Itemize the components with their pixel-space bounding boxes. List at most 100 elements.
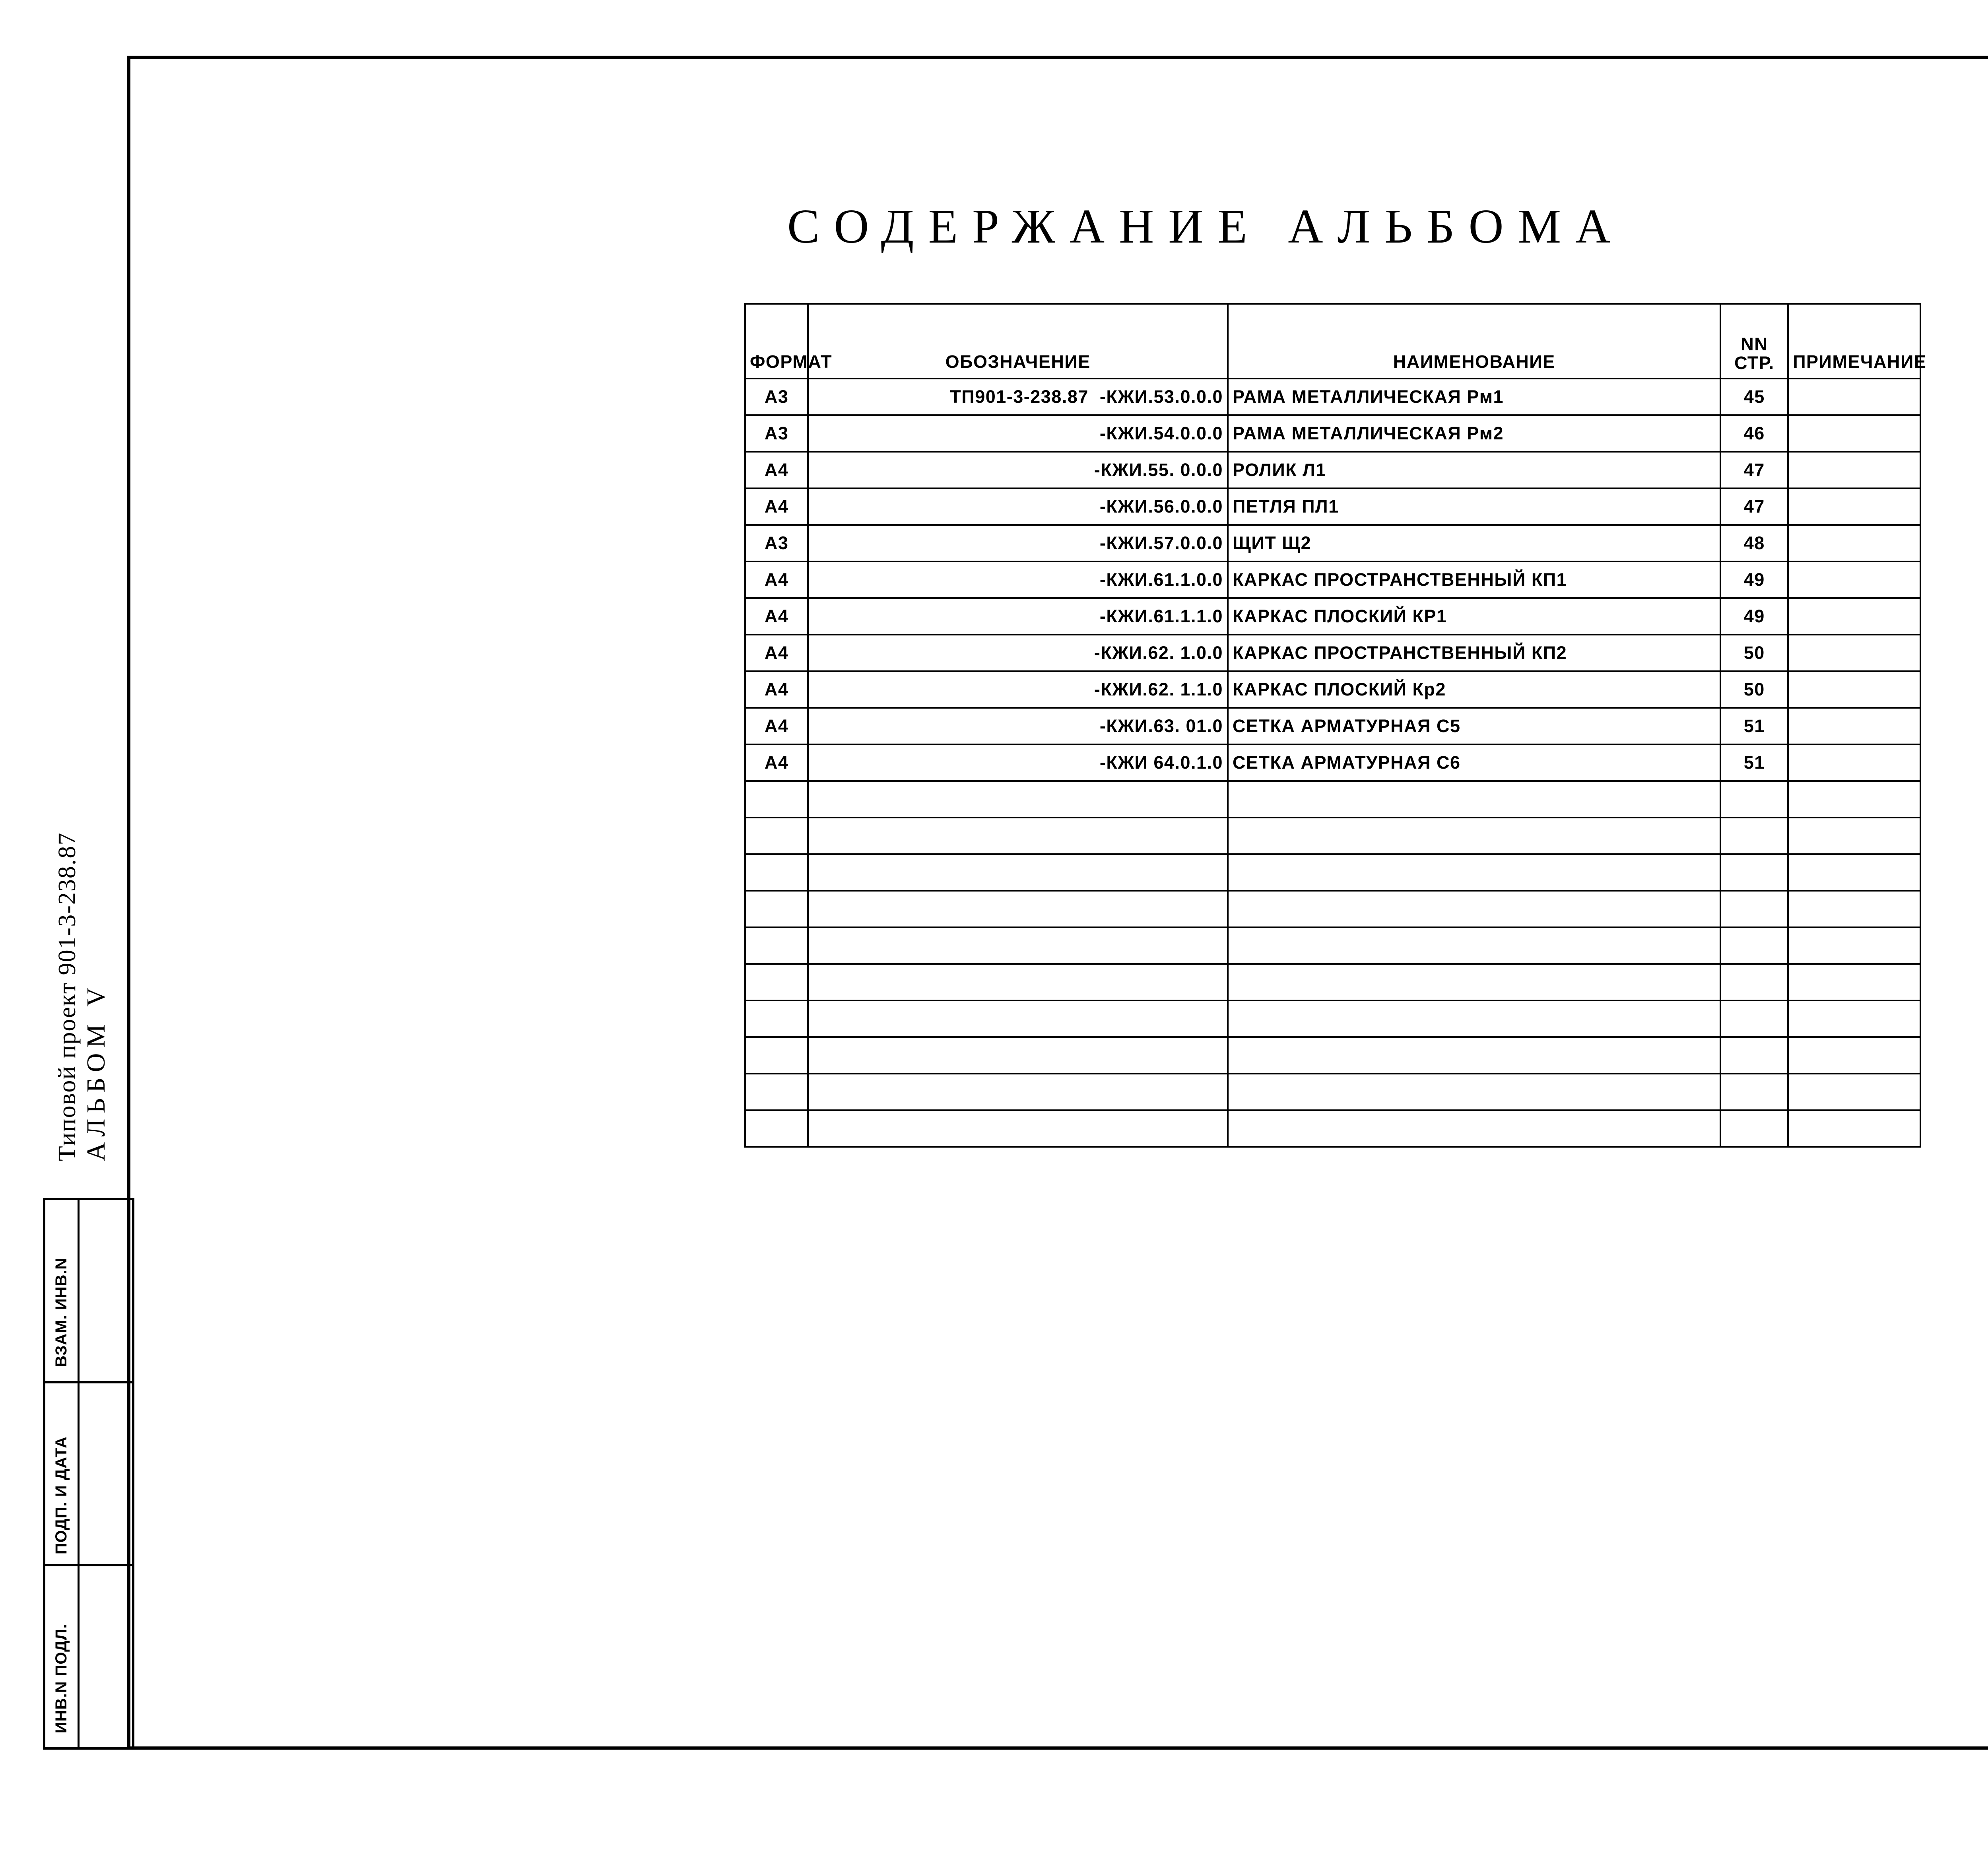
cell-name: КАРКАС ПЛОСКИЙ КР1 [1227,597,1722,635]
side-label-strip: АЛЬБОМ V Типовой проект 901-3-238.87 [43,398,122,1193]
cell-notes [1787,597,1921,635]
cell-designation: -КЖИ.63. 01.0 [807,707,1229,745]
cell-notes [1787,707,1921,745]
designation-code: -КЖИ.55. 0.0.0 [1094,460,1223,480]
cell-name: РАМА МЕТАЛЛИЧЕСКАЯ Рм1 [1227,378,1722,416]
table-header-row: ФОРМАТ ОБОЗНАЧЕНИЕ НАИМЕНОВАНИЕ NN СТР. … [744,303,1926,379]
cell-name: ПЕТЛЯ ПЛ1 [1227,488,1722,526]
cell-name [1227,853,1722,892]
column-header-name: НАИМЕНОВАНИЕ [1227,303,1722,379]
cell-notes [1787,1073,1921,1111]
album-contents-table: ФОРМАТ ОБОЗНАЧЕНИЕ НАИМЕНОВАНИЕ NN СТР. … [744,303,1926,1148]
cell-notes [1787,451,1921,489]
cell-format [744,853,809,892]
cell-format [744,963,809,1001]
cell-pages [1720,927,1789,965]
cell-notes [1787,414,1921,453]
cell-format [744,890,809,928]
cell-pages [1720,1109,1789,1148]
column-header-pages-line1: NN [1741,334,1768,354]
cell-format [744,1000,809,1038]
cell-format: А4 [744,707,809,745]
cell-name: ЩИТ Щ2 [1227,524,1722,562]
cell-format: А4 [744,744,809,782]
page-title: СОДЕРЖАНИЕ АЛЬБОМА [787,200,1625,253]
cell-name [1227,1073,1722,1111]
designation-code: -КЖИ.61.1.0.0 [1099,569,1223,590]
cell-name [1227,817,1722,855]
cell-format [744,1109,809,1148]
cell-designation: -КЖИ.54.0.0.0 [807,414,1229,453]
cell-pages [1720,780,1789,818]
cell-format: А4 [744,561,809,599]
project-label: Типовой проект 901-3-238.87 [54,832,81,1161]
column-header-notes: ПРИМЕЧАНИЕ [1787,303,1926,379]
cell-designation: -КЖИ.61.1.1.0 [807,597,1229,635]
cell-name: КАРКАС ПРОСТРАНСТВЕННЫЙ КП1 [1227,561,1722,599]
table-row-empty [744,817,1921,855]
table-row-empty [744,853,1921,892]
cell-designation: -КЖИ.55. 0.0.0 [807,451,1229,489]
designation-code: -КЖИ.54.0.0.0 [1099,423,1223,443]
stamp-label-vzam-inv: ВЗАМ. ИНВ.N [52,1257,70,1367]
cell-pages [1720,1073,1789,1111]
cell-pages [1720,1000,1789,1038]
designation-code: -КЖИ.63. 01.0 [1099,716,1223,736]
table-row: А4 -КЖИ.62. 1.0.0 КАРКАС ПРОСТРАНСТВЕННЫЙ … [744,634,1921,672]
stamp-row-podp-data: ПОДП. И ДАТА [45,1383,132,1567]
table-row-empty [744,1036,1921,1074]
cell-name [1227,963,1722,1001]
table-row: А4 -КЖИ.56.0.0.0 ПЕТЛЯ ПЛ1 47 [744,488,1921,526]
cell-pages: 46 [1720,414,1789,453]
designation-code: -КЖИ.62. 1.1.0 [1094,679,1223,699]
column-header-designation: ОБОЗНАЧЕНИЕ [807,303,1229,379]
stamp-label-box: ИНВ.N ПОДЛ. [45,1566,80,1748]
cell-format [744,1073,809,1111]
table-body: А3 ТП901-3-238.87 -КЖИ.53.0.0.0 РАМА МЕТАЛЛ… [744,378,1921,1148]
cell-designation: -КЖИ.56.0.0.0 [807,488,1229,526]
cell-designation [807,780,1229,818]
cell-notes [1787,1000,1921,1038]
cell-pages [1720,817,1789,855]
cell-notes [1787,378,1921,416]
cell-pages: 51 [1720,707,1789,745]
cell-designation [807,1036,1229,1074]
cell-format [744,817,809,855]
cell-designation: ТП901-3-238.87 -КЖИ.53.0.0.0 [807,378,1229,416]
table-row-empty [744,780,1921,818]
cell-designation [807,817,1229,855]
cell-notes [1787,561,1921,599]
cell-pages: 50 [1720,634,1789,672]
table-row: А4 -КЖИ.61.1.0.0 КАРКАС ПРОСТРАНСТВЕННЫЙ К… [744,561,1921,599]
cell-pages [1720,853,1789,892]
cell-format: А4 [744,488,809,526]
cell-notes [1787,634,1921,672]
table-row: А3 -КЖИ.57.0.0.0 ЩИТ Щ2 48 [744,524,1921,562]
cell-pages: 45 [1720,378,1789,416]
cell-notes [1787,1036,1921,1074]
cell-pages: 49 [1720,597,1789,635]
stamp-label-box: ВЗАМ. ИНВ.N [45,1200,80,1381]
drawing-frame-border [127,56,1988,1750]
cell-designation: -КЖИ 64.0.1.0 [807,744,1229,782]
cell-format: А4 [744,451,809,489]
stamp-label-podp-data: ПОДП. И ДАТА [52,1436,70,1554]
cell-notes [1787,890,1921,928]
cell-name: КАРКАС ПРОСТРАНСТВЕННЫЙ КП2 [1227,634,1722,672]
cell-format: А4 [744,597,809,635]
designation-code: -КЖИ 64.0.1.0 [1099,752,1223,773]
designation-code: -КЖИ.56.0.0.0 [1099,496,1223,517]
cell-pages [1720,1036,1789,1074]
table-header: ФОРМАТ ОБОЗНАЧЕНИЕ НАИМЕНОВАНИЕ NN СТР. … [744,303,1926,379]
cell-designation: -КЖИ.57.0.0.0 [807,524,1229,562]
cell-designation [807,1109,1229,1148]
cell-name [1227,780,1722,818]
cell-name [1227,1000,1722,1038]
table-row-empty [744,927,1921,965]
designation-code: -КЖИ.62. 1.0.0 [1094,643,1223,663]
cell-format [744,1036,809,1074]
cell-designation: -КЖИ.61.1.0.0 [807,561,1229,599]
column-header-format: ФОРМАТ [744,303,832,379]
designation-prefix: ТП901-3-238.87 [950,387,1089,407]
cell-notes [1787,927,1921,965]
